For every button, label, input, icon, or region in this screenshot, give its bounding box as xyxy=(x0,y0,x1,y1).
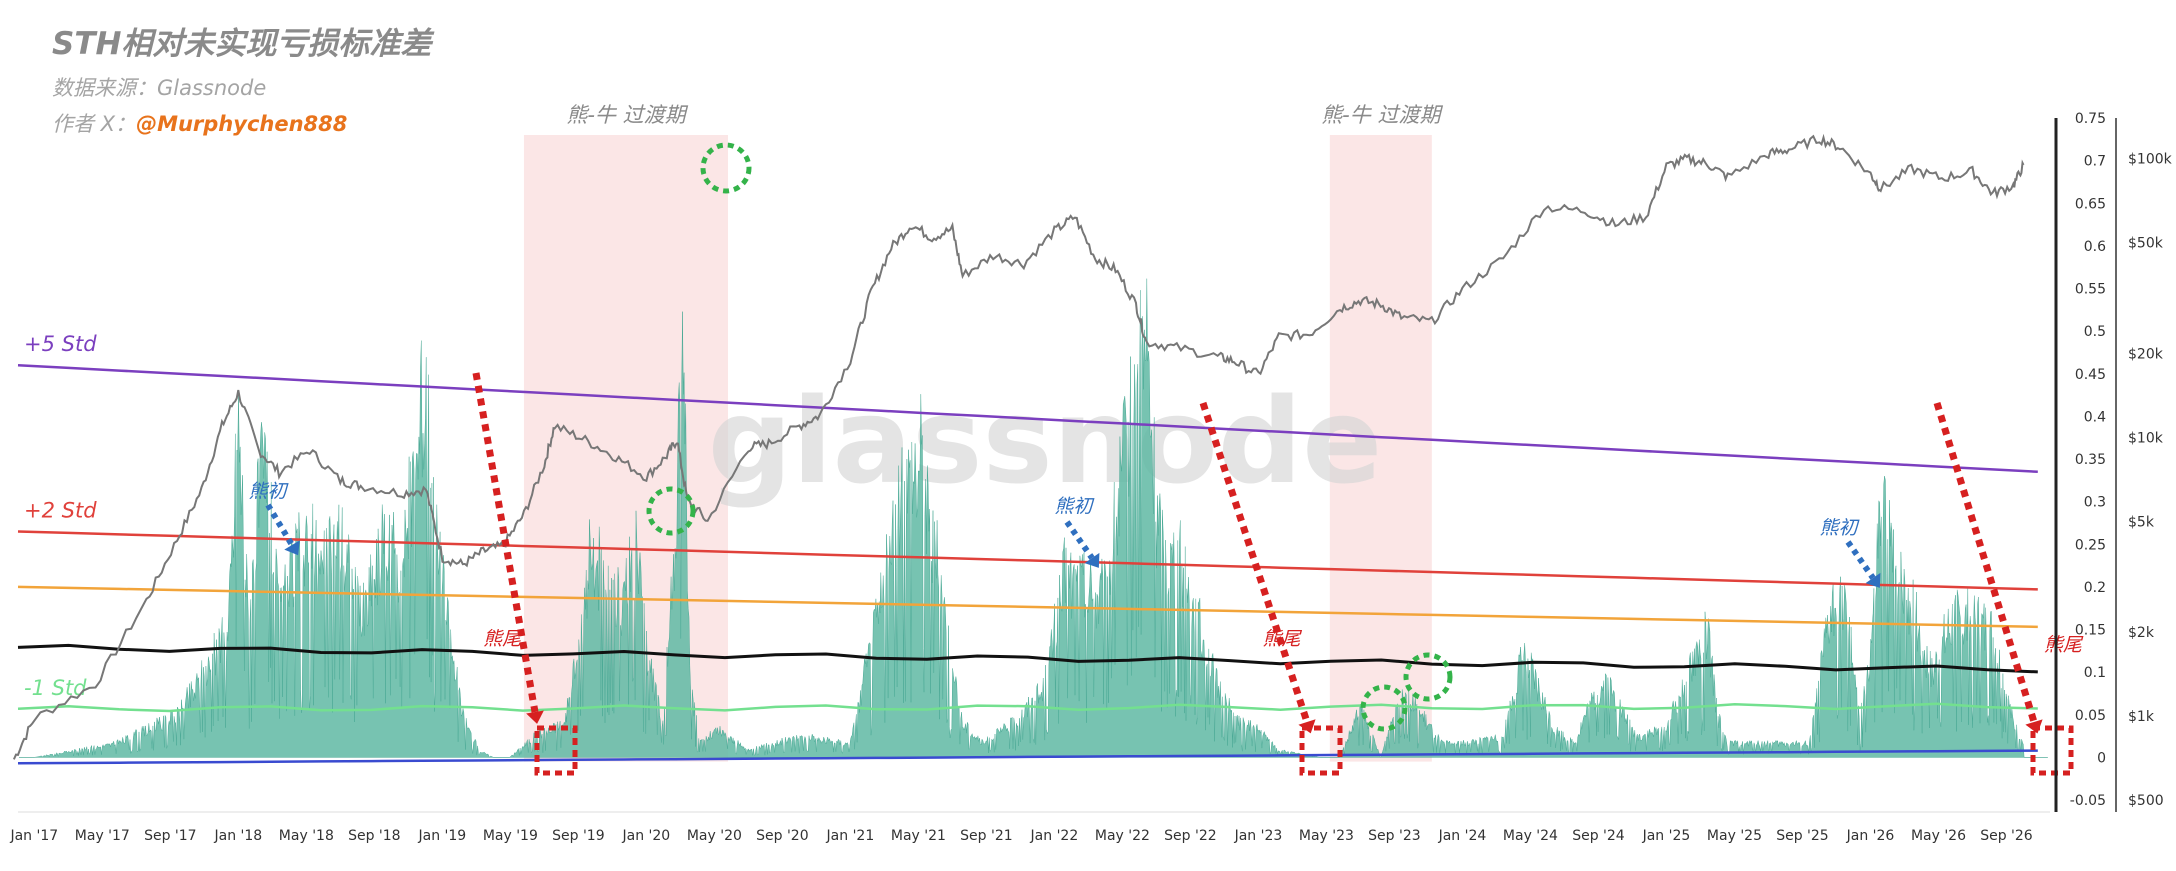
x-tick-27: Jan '26 xyxy=(1846,828,1895,844)
highlight-box-0 xyxy=(534,725,578,776)
std-band-4 xyxy=(17,702,2038,713)
y-left-tick-2: 0.65 xyxy=(2075,196,2106,212)
x-tick-20: Sep '23 xyxy=(1368,828,1421,844)
y-right-tick-0: $100k xyxy=(2128,152,2173,168)
highlight-circle-1 xyxy=(646,486,696,536)
y-left-tick-1: 0.7 xyxy=(2084,154,2106,170)
x-tick-4: May '18 xyxy=(279,828,334,844)
y-left-tick-7: 0.4 xyxy=(2084,409,2106,425)
std-band-label-4: -1 Std xyxy=(24,676,87,700)
author-line: 作者 X：@Murphychen888 xyxy=(52,108,347,138)
x-tick-7: May '19 xyxy=(483,828,538,844)
std-band-2 xyxy=(17,585,2038,629)
x-tick-1: May '17 xyxy=(75,828,130,844)
annotation-5: 熊尾 xyxy=(2044,634,2084,656)
y-right-tick-3: $10k xyxy=(2128,430,2164,446)
y-right-tick-2: $20k xyxy=(2128,347,2164,363)
x-tick-13: May '21 xyxy=(891,828,946,844)
highlight-box-1 xyxy=(1299,725,1343,776)
trend-arrow-head-2 xyxy=(1865,572,1881,588)
y-left-tick-5: 0.5 xyxy=(2084,324,2106,340)
trend-arrow-head-0 xyxy=(284,540,300,556)
x-tick-9: Jan '20 xyxy=(622,828,671,844)
x-tick-25: May '25 xyxy=(1707,828,1762,844)
highlight-circle-2 xyxy=(1360,684,1408,732)
highlight-box-2 xyxy=(2030,725,2074,776)
indicator-area xyxy=(19,278,2048,758)
std-band-label-1: +2 Std xyxy=(24,498,97,522)
x-tick-10: May '20 xyxy=(687,828,742,844)
trend-arrow-3 xyxy=(472,372,539,713)
y-left-tick-4: 0.55 xyxy=(2075,282,2106,298)
y-right-tick-1: $50k xyxy=(2128,236,2164,252)
trend-arrow-2 xyxy=(1845,540,1876,580)
x-tick-2: Sep '17 xyxy=(144,828,197,844)
x-tick-16: May '22 xyxy=(1095,828,1150,844)
watermark: glassnode xyxy=(708,372,1383,510)
std-band-1 xyxy=(17,530,2038,591)
x-tick-8: Sep '19 xyxy=(552,828,605,844)
x-tick-22: May '24 xyxy=(1503,828,1558,844)
y-left-tick-12: 0.15 xyxy=(2075,623,2106,639)
x-tick-12: Jan '21 xyxy=(826,828,875,844)
y-left-tick-6: 0.45 xyxy=(2075,367,2106,383)
y-left-tick-3: 0.6 xyxy=(2084,239,2106,255)
x-tick-19: May '23 xyxy=(1299,828,1354,844)
price-line xyxy=(12,133,2025,760)
x-tick-24: Jan '25 xyxy=(1642,828,1691,844)
author-handle[interactable]: @Murphychen888 xyxy=(136,112,348,136)
y-right-tick-7: $500 xyxy=(2128,793,2164,809)
chart-title: STH相对未实现亏损标准差 xyxy=(52,26,432,62)
author-prefix: 作者 X： xyxy=(52,112,137,136)
y-left-tick-10: 0.25 xyxy=(2075,537,2106,553)
x-tick-21: Jan '24 xyxy=(1438,828,1487,844)
x-tick-17: Sep '22 xyxy=(1164,828,1217,844)
highlight-circle-3 xyxy=(1403,652,1453,702)
y-left-tick-9: 0.3 xyxy=(2084,495,2106,511)
annotation-2: 熊初 xyxy=(1819,517,1860,539)
x-tick-11: Sep '20 xyxy=(756,828,809,844)
y-left-tick-8: 0.35 xyxy=(2075,452,2106,468)
y-left-tick-15: 0 xyxy=(2097,750,2106,766)
annotation-4: 熊尾 xyxy=(1262,628,1302,650)
annotation-1: 熊初 xyxy=(1054,496,1095,518)
x-tick-14: Sep '21 xyxy=(960,828,1013,844)
trend-arrow-head-3 xyxy=(526,710,544,724)
trend-arrow-5 xyxy=(1933,401,2038,724)
std-band-0 xyxy=(17,363,2038,474)
annotation-3: 熊尾 xyxy=(483,628,523,650)
trend-arrow-4 xyxy=(1199,401,1311,724)
y-left-tick-13: 0.1 xyxy=(2084,665,2106,681)
highlight-circle-0 xyxy=(700,142,752,194)
shaded-period-label-0: 熊-牛 过渡期 xyxy=(566,103,688,127)
x-tick-26: Sep '25 xyxy=(1776,828,1829,844)
y-right-tick-6: $1k xyxy=(2128,709,2155,725)
trend-arrow-1 xyxy=(1064,520,1095,560)
std-band-3 xyxy=(17,643,2038,674)
x-tick-23: Sep '24 xyxy=(1572,828,1625,844)
trend-arrow-0 xyxy=(265,503,295,547)
std-band-5 xyxy=(17,749,2038,765)
shaded-period-label-1: 熊-牛 过渡期 xyxy=(1321,103,1443,127)
x-tick-15: Jan '22 xyxy=(1030,828,1079,844)
annotation-0: 熊初 xyxy=(249,480,290,502)
trend-arrow-head-1 xyxy=(1084,552,1100,568)
x-tick-5: Sep '18 xyxy=(348,828,401,844)
data-source: 数据来源：Glassnode xyxy=(52,76,267,100)
x-tick-0: Jan '17 xyxy=(9,828,58,844)
x-tick-6: Jan '19 xyxy=(418,828,467,844)
y-right-tick-4: $5k xyxy=(2128,514,2155,530)
y-right-tick-5: $2k xyxy=(2128,625,2155,641)
y-left-tick-0: 0.75 xyxy=(2075,111,2106,127)
std-band-label-0: +5 Std xyxy=(24,332,97,356)
x-tick-29: Sep '26 xyxy=(1980,828,2033,844)
y-left-tick-14: 0.05 xyxy=(2075,708,2106,724)
x-tick-3: Jan '18 xyxy=(213,828,262,844)
x-tick-28: May '26 xyxy=(1911,828,1966,844)
x-tick-18: Jan '23 xyxy=(1234,828,1283,844)
y-left-tick-11: 0.2 xyxy=(2084,580,2106,596)
y-left-tick-16: -0.05 xyxy=(2070,793,2106,809)
